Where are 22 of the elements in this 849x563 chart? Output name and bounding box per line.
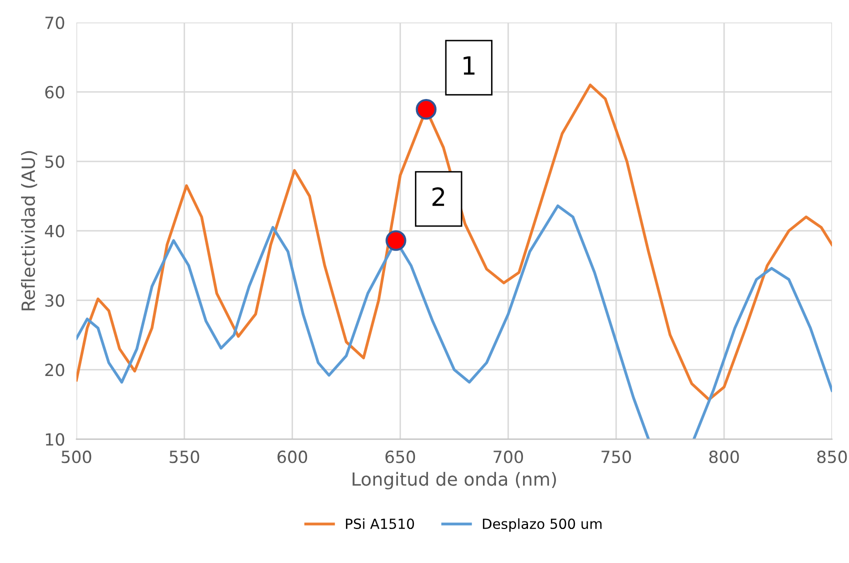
x-tick-label: 650 (386, 450, 416, 464)
x-tick-label: 700 (494, 450, 523, 464)
x-tick-label: 500 (62, 450, 92, 464)
y-tick-label: 30 (45, 294, 64, 307)
legend-label: PSi A1510 (346, 518, 414, 530)
y-tick-label: 40 (44, 224, 64, 238)
x-tick-label: 800 (709, 450, 739, 464)
y-axis-title: Reflectividad (AU) (21, 151, 38, 310)
legend-label: Desplazo 500 um (482, 518, 602, 532)
y-tick-label: 10 (46, 433, 64, 446)
x-tick-label: 750 (602, 450, 631, 464)
line-series (76, 84, 832, 401)
x-tick-label: 850 (817, 450, 847, 464)
annotation: 2 (432, 187, 444, 206)
annotation: 1 (464, 56, 474, 75)
y-tick-label: 60 (45, 86, 64, 99)
y-tick-label: 20 (45, 364, 64, 376)
x-tick-label: 550 (170, 450, 200, 464)
y-tick-label: 50 (45, 155, 64, 168)
x-tick-label: 600 (278, 450, 308, 464)
x-axis-title: Longitud de onda (nm) (352, 472, 556, 490)
y-tick-label: 70 (45, 16, 64, 30)
